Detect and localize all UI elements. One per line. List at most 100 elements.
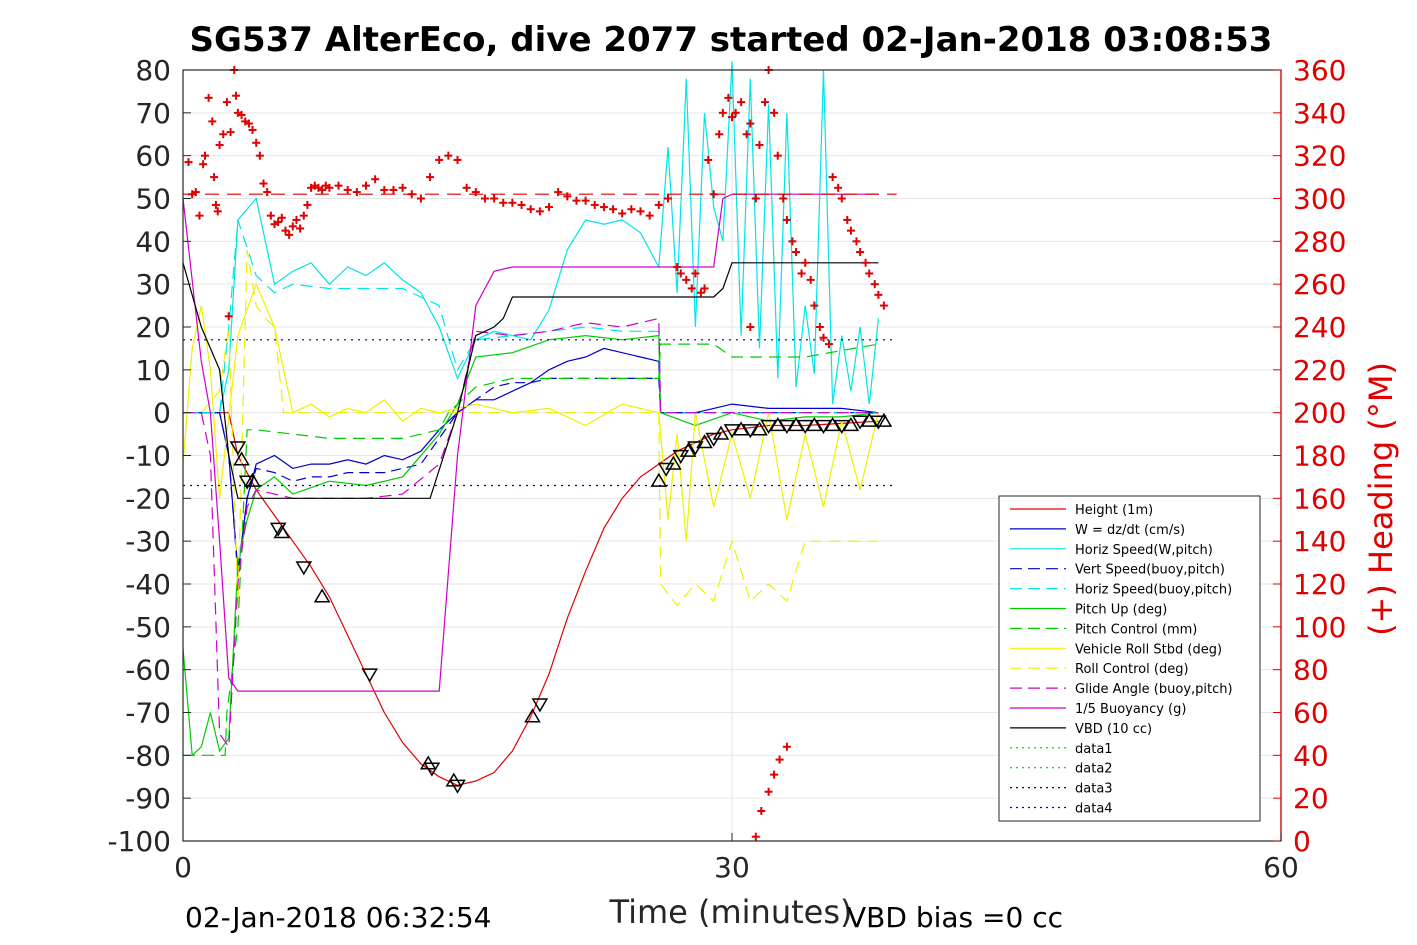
heading-point [288, 222, 297, 231]
heading-point [687, 284, 696, 293]
heading-point [590, 200, 599, 209]
legend-label: VBD (10 cc) [1075, 722, 1152, 737]
right-tick-label: 0 [1293, 825, 1311, 858]
heading-point [563, 192, 572, 201]
series-vbd [182, 262, 879, 499]
left-tick-label: -50 [125, 611, 171, 644]
heading-point [618, 209, 627, 218]
legend-label: Vert Speed(buoy,pitch) [1075, 563, 1225, 578]
height-marker [751, 421, 768, 436]
footer-timestamp: 02-Jan-2018 06:32:54 [185, 901, 491, 934]
heading-point [545, 203, 553, 212]
heading-point [581, 196, 590, 205]
x-tick-label: 30 [714, 851, 750, 884]
height-marker [741, 424, 759, 439]
series-layer [182, 61, 897, 786]
footer-vbd-bias: VBD bias =0 cc [847, 901, 1063, 934]
legend-label: W = dz/dt (cm/s) [1075, 523, 1185, 538]
height-marker [449, 779, 466, 794]
right-axis-label: (+) Heading (°M) [1362, 362, 1400, 636]
legend-label: Horiz Speed(buoy,pitch) [1075, 583, 1232, 598]
legend-label: Roll Control (deg) [1075, 662, 1189, 677]
heading-point [195, 211, 204, 220]
heading-point [696, 288, 705, 297]
heading-point [834, 183, 843, 192]
legend-label: data1 [1075, 742, 1113, 757]
heading-point [797, 269, 806, 278]
heading-point [334, 181, 343, 190]
heading-point [266, 211, 275, 220]
height-marker [696, 434, 713, 449]
series-vert_buoy [183, 377, 879, 576]
heading-point [819, 333, 828, 342]
heading-point [277, 213, 286, 222]
heading-point [837, 194, 846, 203]
heading-point [453, 155, 462, 164]
left-tick-label: 40 [135, 225, 171, 258]
heading-point [691, 269, 700, 278]
heading-point [389, 185, 398, 194]
heading-point [296, 224, 305, 233]
legend-box [998, 495, 1261, 822]
height-marker [805, 417, 823, 432]
right-tick-label: 60 [1293, 697, 1329, 730]
height-marker [875, 412, 893, 427]
left-tick-label: -90 [125, 782, 171, 815]
right-tick-label: 80 [1293, 654, 1329, 687]
height-marker [778, 419, 796, 434]
legend-label: Horiz Speed(W,pitch) [1075, 543, 1213, 558]
heading-point [673, 263, 682, 272]
right-tick-label: 320 [1293, 140, 1346, 173]
heading-point [508, 198, 517, 207]
right-tick-label: 280 [1293, 225, 1346, 258]
heading-point [737, 98, 746, 107]
x-tick-label: 60 [1263, 851, 1299, 884]
heading-point [435, 155, 444, 164]
heading-point [362, 181, 370, 190]
right-tick-label: 40 [1293, 739, 1329, 772]
heading-point [398, 183, 407, 192]
heading-point [700, 284, 709, 293]
height-marker [732, 421, 750, 436]
height-marker [650, 472, 668, 487]
heading-point [801, 258, 810, 267]
height-marker [238, 475, 256, 490]
series-height [183, 412, 879, 786]
heading-point [244, 119, 253, 128]
height-marker [870, 415, 887, 430]
heading-point [480, 194, 489, 203]
heading-point [352, 188, 361, 197]
heading-point [852, 237, 861, 246]
height-marker [824, 417, 841, 432]
height-marker [712, 425, 730, 440]
height-marker [361, 668, 379, 683]
right-tick-label: 20 [1293, 782, 1329, 815]
heading-point [627, 205, 636, 214]
heading-point [663, 194, 672, 203]
series-pitch_ctl [183, 343, 879, 756]
heading-point [416, 194, 425, 203]
right-tick-label: 220 [1293, 354, 1346, 387]
heading-point [215, 140, 224, 149]
right-tick-label: 360 [1293, 54, 1346, 87]
heading-point [810, 301, 819, 310]
height-marker [842, 417, 860, 432]
heading-points [184, 66, 888, 841]
series-horiz_w [183, 61, 879, 414]
series-glide [183, 317, 879, 749]
heading-point [792, 248, 801, 257]
series-buoyancy [182, 193, 879, 692]
heading-point [843, 215, 852, 224]
left-tick-label: -80 [125, 739, 171, 772]
heading-point [746, 119, 755, 128]
height-marker [524, 708, 541, 723]
heading-point [718, 108, 727, 117]
chart-title: SG537 AlterEco, dive 2077 started 02-Jan… [190, 20, 1273, 60]
left-tick-label: -40 [125, 568, 171, 601]
height-marker [760, 419, 777, 434]
legend-label: 1/5 Buoyancy (g) [1075, 702, 1186, 717]
heading-point [517, 200, 526, 209]
heading-point [731, 108, 740, 117]
series-roll_ctl [183, 249, 879, 607]
